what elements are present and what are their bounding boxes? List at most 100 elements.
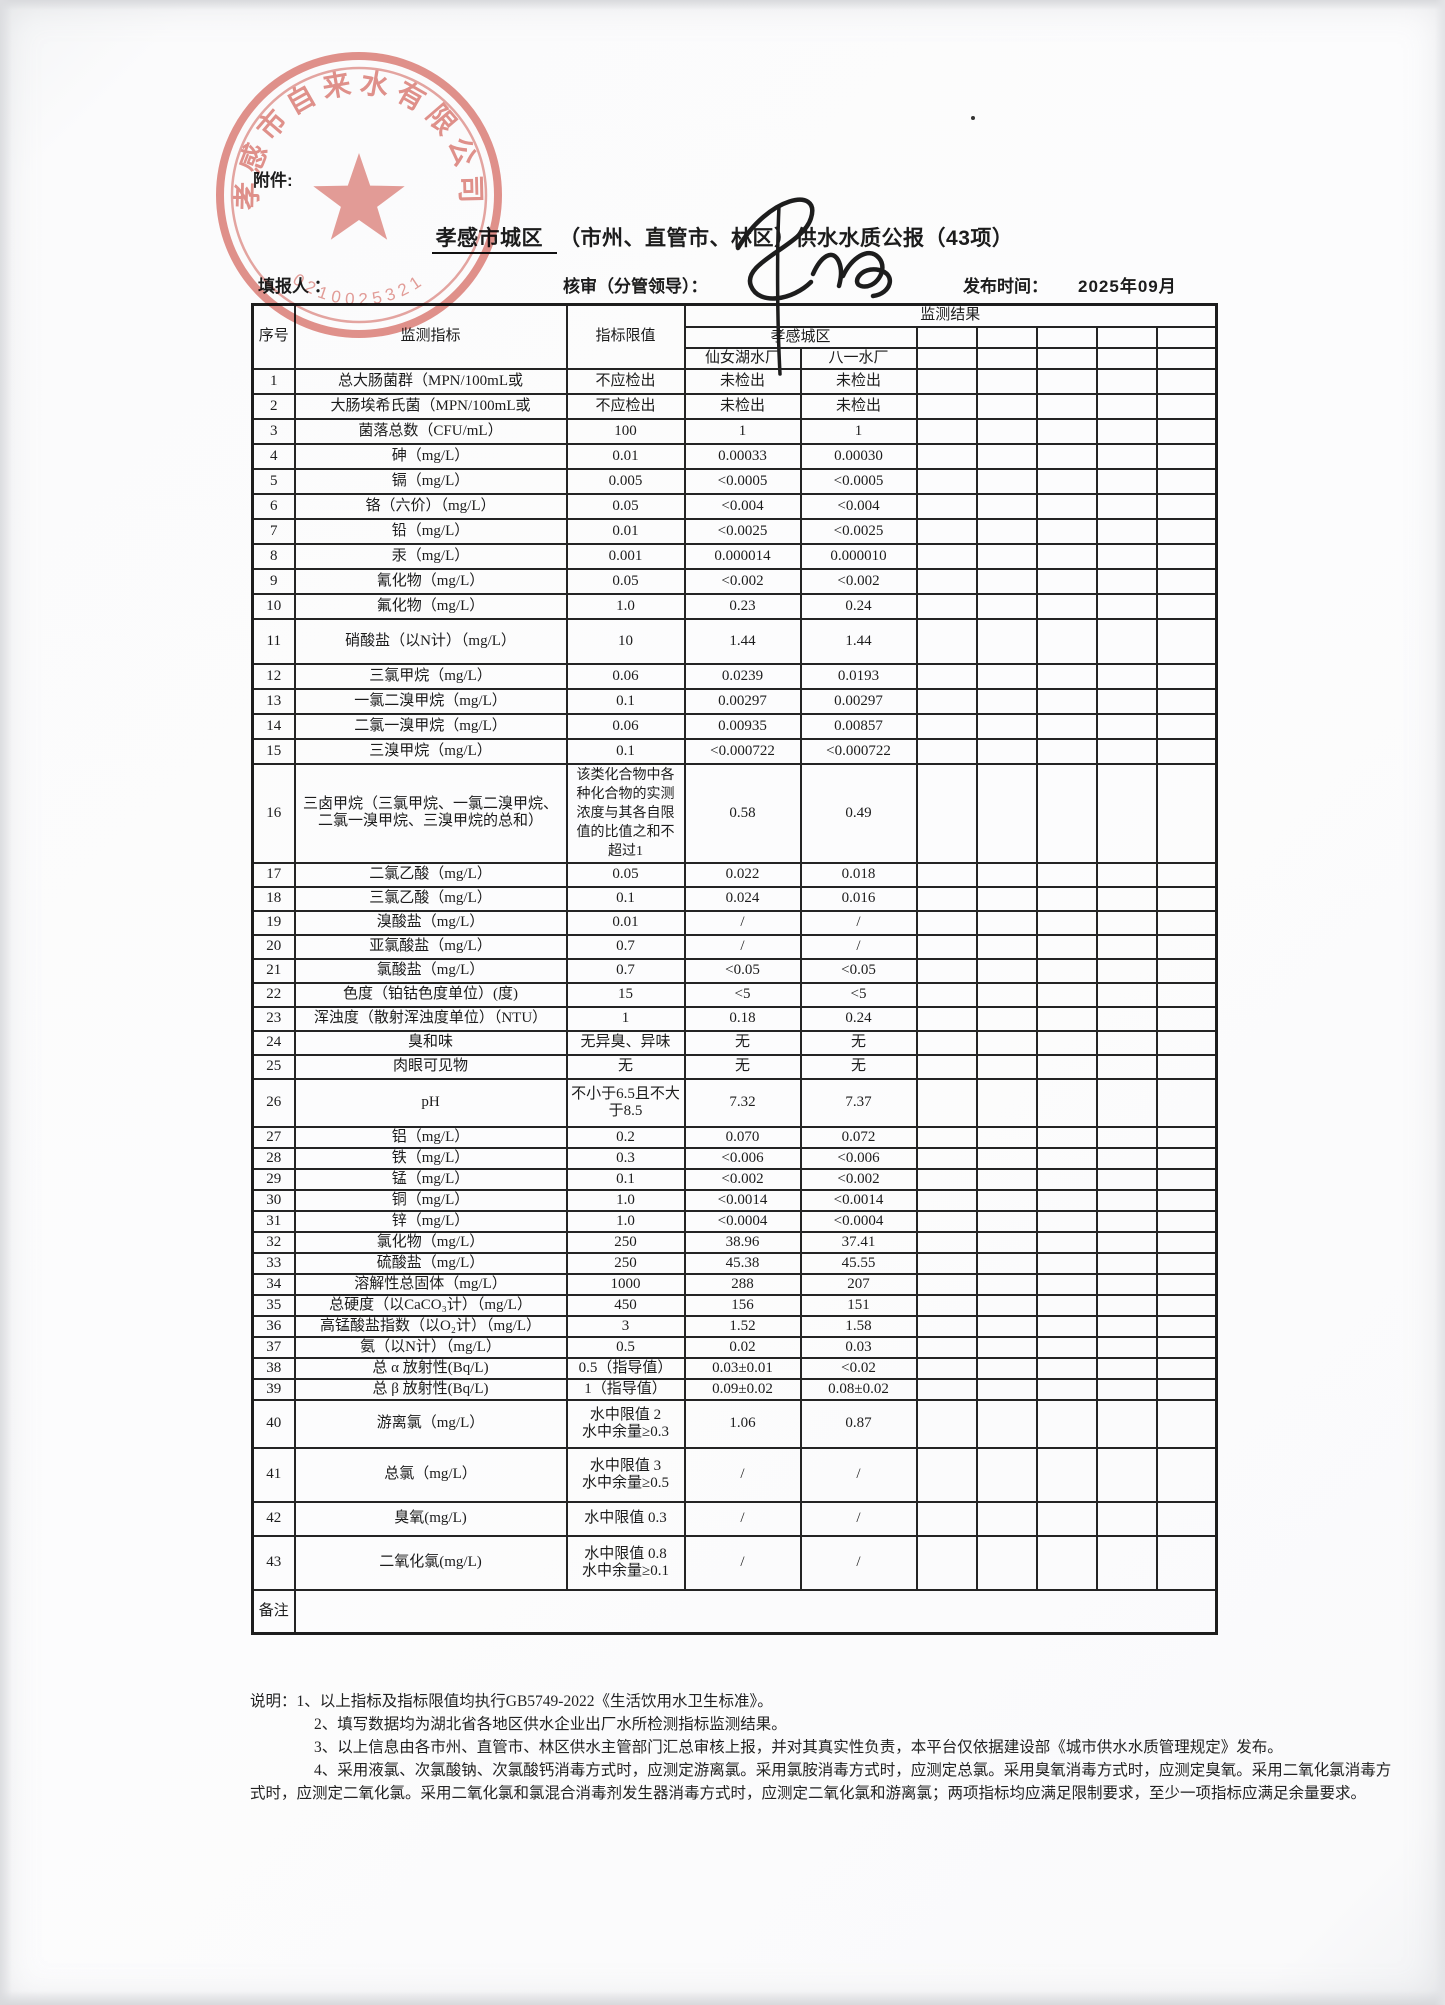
result-cell-plant2: 45.55 [799,1251,918,1275]
row-number-cell: 18 [251,885,296,912]
empty-result-cell [1035,417,1098,445]
limit-cell: 0.06 [565,662,686,690]
limit-cell: 0.05 [565,492,686,520]
empty-result-cell [915,909,978,936]
table-row: 19 溴酸盐（mg/L） 0.01// [251,909,1218,936]
empty-result-cell [975,1146,1038,1170]
scan-dot-artifact [971,116,975,120]
result-cell-plant2: 0.018 [799,861,918,888]
table-row: 11 硝酸盐（以N计）（mg/L） 10 1.44 1.44 [251,617,1218,665]
empty-result-cell [1155,885,1218,912]
limit-cell: 无 [565,1053,686,1080]
empty-result-cell [1095,1077,1158,1128]
row-number-cell: 5 [251,467,296,495]
indicator-cell: 浑浊度（散射浑浊度单位）（NTU） [293,1005,568,1032]
notes: 说明：1、以上指标及指标限值均执行GB5749-2022《生活饮用水卫生标准》。… [250,1690,1395,1805]
row-number-cell: 34 [251,1272,296,1296]
empty-result-cell [975,592,1038,620]
empty-result-cell [1035,442,1098,470]
limit-cell: 0.05 [565,567,686,595]
empty-result-cell [1035,392,1098,420]
indicator-cell: 铅（mg/L） [293,517,568,545]
attachment-label: 附件: [253,171,293,190]
empty-result-cell [915,567,978,595]
row-number-cell: 33 [251,1251,296,1275]
indicator-cell: 二氯一溴甲烷（mg/L） [293,712,568,740]
row-number-cell: 38 [251,1356,296,1380]
empty-result-cell [915,1272,978,1296]
row-number-cell: 30 [251,1188,296,1212]
empty-result-cell [915,762,978,864]
table-row: 25 肉眼可见物无无无 [251,1053,1218,1080]
empty-result-cell [1155,1398,1218,1449]
table-row: 14 二氯一溴甲烷（mg/L） 0.06 0.00935 0.00857 [251,712,1218,740]
empty-result-cell [1155,909,1218,936]
empty-result-cell [975,442,1038,470]
empty-result-cell [1155,467,1218,495]
empty-result-cell [1155,933,1218,960]
table-row: 39 总 β 放射性(Bq/L) 1（指导值） 0.09±0.02 0.08±0.02 [251,1377,1218,1401]
empty-result-cell [1095,567,1158,595]
limit-cell: 0.01 [565,442,686,470]
empty-result-cell [975,1167,1038,1191]
empty-result-cell [1095,467,1158,495]
result-cell-plant2: <0.0014 [799,1188,918,1212]
empty-result-cell [1035,1314,1098,1338]
result-cell-plant2: 0.03 [799,1335,918,1359]
limit-cell: 15 [565,981,686,1008]
publish-date-value: 2025年09月 [1078,277,1177,296]
empty-result-cell [1095,885,1158,912]
limit-cell: 0.1 [565,885,686,912]
row-number-cell: 15 [251,737,296,765]
empty-result-cell [1155,957,1218,984]
empty-result-cell [975,1053,1038,1080]
empty-header-cell [975,346,1038,370]
result-cell-plant2: 0.49 [799,762,918,864]
empty-result-cell [1095,1188,1158,1212]
empty-result-cell [1095,909,1158,936]
result-cell-plant1: 0.000014 [683,542,802,570]
row-number-cell: 3 [251,417,296,445]
empty-result-cell [1155,737,1218,765]
row-number-cell: 29 [251,1167,296,1191]
table-row: 42 臭氧(mg/L) 水中限值 0.3// [251,1500,1218,1537]
empty-result-cell [915,1167,978,1191]
empty-result-cell [915,1293,978,1317]
result-cell-plant2: 0.08±0.02 [799,1377,918,1401]
empty-result-cell [1155,517,1218,545]
limit-cell: 0.01 [565,517,686,545]
empty-result-cell [915,1125,978,1149]
empty-result-cell [975,517,1038,545]
report-table: 序号 监测指标 指标限值 监测结果 孝感城区 仙女湖水厂 八一水厂 [251,303,1218,1635]
result-cell-plant1: / [683,1500,802,1537]
row-number-cell: 24 [251,1029,296,1056]
empty-result-cell [915,367,978,395]
indicator-cell: 铝（mg/L） [293,1125,568,1149]
indicator-cell: 总大肠菌群（MPN/100mL或 [293,367,568,395]
indicator-cell: 氨（以N计）（mg/L） [293,1335,568,1359]
result-cell-plant2: <0.002 [799,567,918,595]
result-cell-plant1: 无 [683,1053,802,1080]
limit-cell: 1.0 [565,1209,686,1233]
limit-cell: 10 [565,617,686,665]
result-cell-plant1: 0.00935 [683,712,802,740]
result-cell-plant2: <0.0005 [799,467,918,495]
indicator-cell: 一氯二溴甲烷（mg/L） [293,687,568,715]
table-row: 28 铁（mg/L） 0.3 <0.006 <0.006 [251,1146,1218,1170]
empty-result-cell [975,1125,1038,1149]
note-line-4: 4、采用液氯、次氯酸钠、次氯酸钙消毒方式时，应测定游离氯。采用氯胺消毒方式时，应… [250,1762,1392,1802]
header-no: 序号 [251,303,296,370]
result-cell-plant1: 0.09±0.02 [683,1377,802,1401]
table-row: 18 三氯乙酸（mg/L） 0.1 0.024 0.016 [251,885,1218,912]
table-row: 37 氨（以N计）（mg/L） 0.5 0.02 0.03 [251,1335,1218,1359]
result-cell-plant2: <0.05 [799,957,918,984]
table-row: 26 pH 不小于6.5且不大于8.5 7.32 7.37 [251,1077,1218,1128]
remark-row: 备注 [251,1588,1218,1635]
company-stamp: 孝感市自来水有限公司 0210025321 [216,52,502,338]
row-number-cell: 4 [251,442,296,470]
result-cell-plant1: 0.23 [683,592,802,620]
empty-result-cell [1035,1272,1098,1296]
empty-result-cell [915,1446,978,1503]
empty-result-cell [975,367,1038,395]
empty-result-cell [1155,1209,1218,1233]
